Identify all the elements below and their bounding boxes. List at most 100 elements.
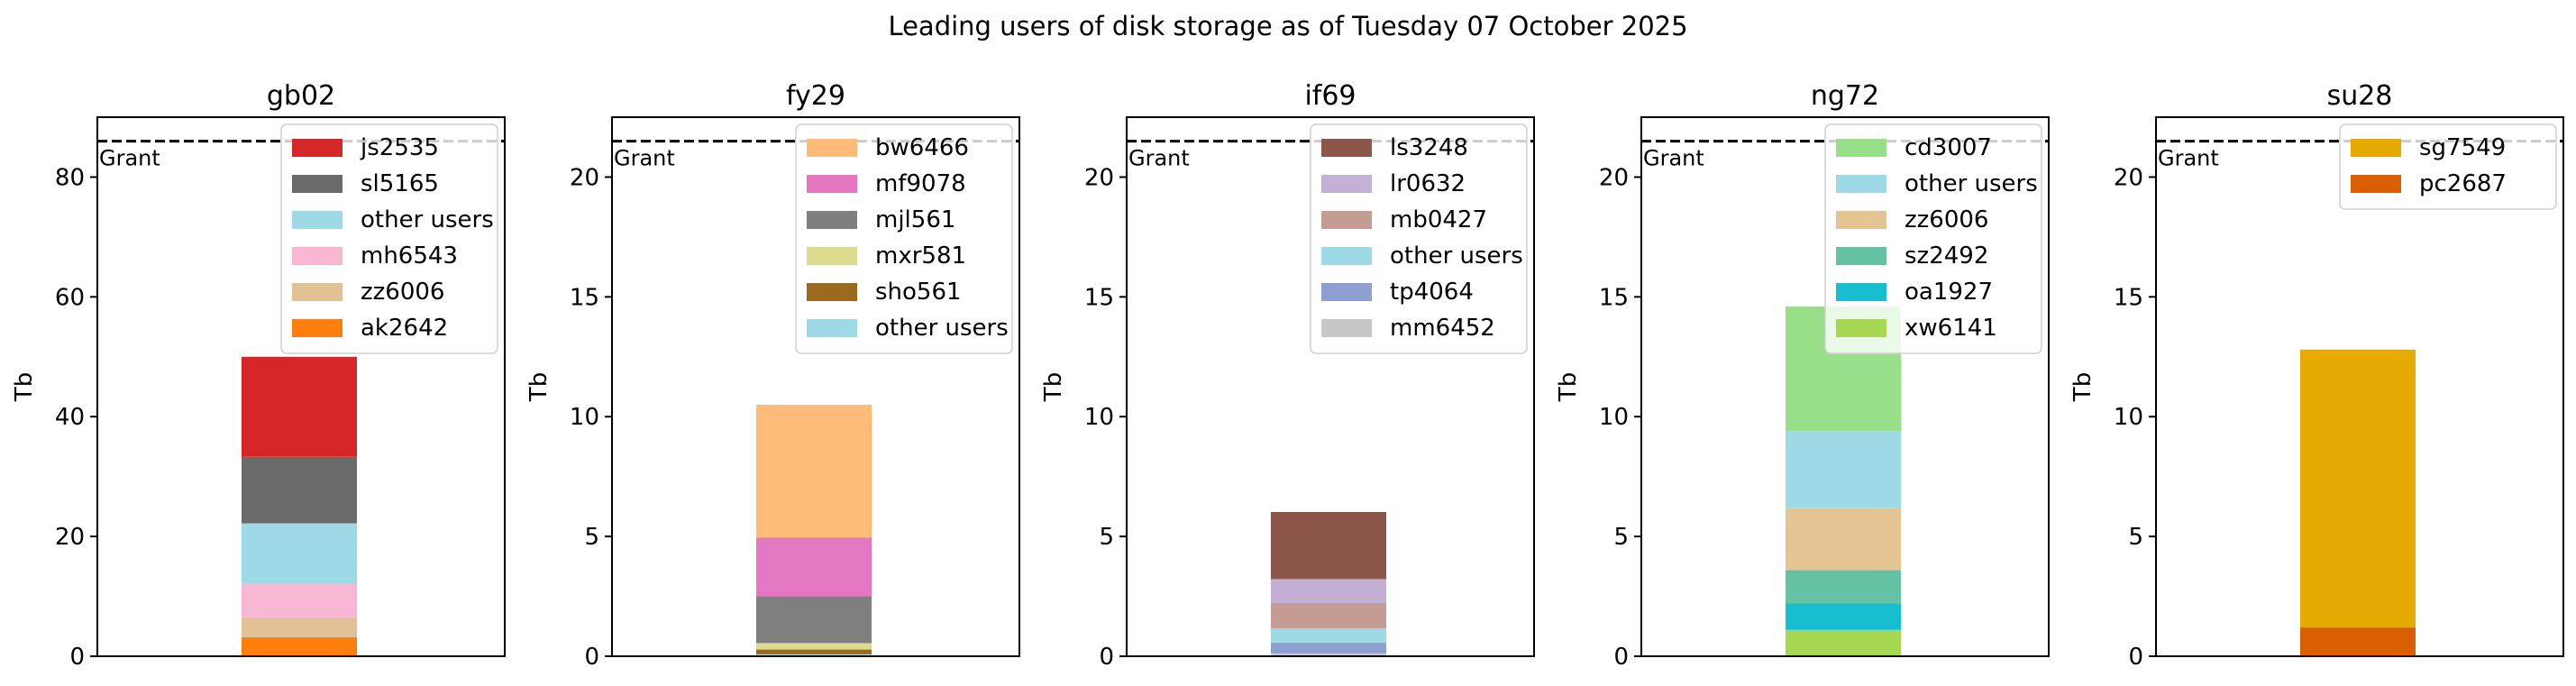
y-tick-label: 15 [570, 284, 599, 311]
legend-label-bw6466: bw6466 [875, 134, 969, 161]
legend-swatch-sl5165 [292, 175, 343, 193]
legend-swatch-lr0632 [1321, 175, 1372, 193]
grant-label: Grant [99, 146, 160, 171]
legend-label-sz2492: sz2492 [1905, 242, 1988, 270]
grant-label: Grant [2158, 146, 2219, 171]
bar-segment-xw6141 [1786, 629, 1901, 656]
legend-label-other-users: other users [1905, 170, 2038, 197]
subplot-title: su28 [2327, 80, 2393, 112]
legend-swatch-sg7549 [2351, 139, 2401, 157]
y-tick-label: 5 [2128, 524, 2143, 551]
legend-swatch-ls3248 [1321, 139, 1372, 157]
subplot-title: fy29 [786, 80, 845, 112]
y-tick-label: 20 [55, 524, 85, 551]
y-tick-label: 10 [1084, 404, 1114, 431]
legend-label-ls3248: ls3248 [1390, 134, 1468, 161]
y-tick-label: 10 [570, 404, 599, 431]
y-tick-label: 5 [1099, 524, 1114, 551]
y-axis-label: Tb [11, 372, 38, 402]
bar-segment-bw6466 [756, 404, 872, 538]
legend-label-mh6543: mh6543 [361, 242, 458, 270]
y-tick-label: 20 [570, 164, 599, 191]
y-tick-label: 15 [1084, 284, 1114, 311]
legend-label-ak2642: ak2642 [361, 315, 448, 342]
legend-swatch-cd3007 [1836, 139, 1886, 157]
bar-segment-mjl561 [756, 596, 872, 644]
legend-swatch-js2535 [292, 139, 343, 157]
figure-title: Leading users of disk storage as of Tues… [888, 11, 1688, 41]
bar-segment-mb0427 [1271, 602, 1386, 628]
grant-label: Grant [1128, 146, 1190, 171]
legend-label-zz6006: zz6006 [361, 279, 444, 306]
legend-swatch-oa1927 [1836, 283, 1886, 301]
y-tick-label: 40 [55, 404, 85, 431]
subplot-title: if69 [1304, 80, 1356, 112]
bar-segment-other-users [756, 654, 872, 656]
y-tick-label: 60 [55, 284, 85, 311]
y-tick-label: 10 [2114, 404, 2143, 431]
y-axis-label: Tb [2069, 372, 2096, 402]
y-tick-label: 5 [1613, 524, 1629, 551]
legend-label-zz6006: zz6006 [1905, 206, 1988, 233]
subplot-gb02: Grant 0 20 40 60 80 gb02 Tb js2535 sl5165 other us… [11, 80, 506, 671]
legend-swatch-other-users [1321, 247, 1372, 265]
bar-segment-sl5165 [242, 456, 357, 524]
legend-swatch-other-users [807, 319, 857, 337]
y-tick-label: 0 [1099, 644, 1114, 671]
legend-swatch-xw6141 [1836, 319, 1886, 337]
legend: sg7549 pc2687 [2339, 123, 2557, 210]
legend-label-cd3007: cd3007 [1905, 134, 1992, 161]
bar-segment-lr0632 [1271, 579, 1386, 603]
legend-label-tp4064: tp4064 [1390, 279, 1474, 306]
y-tick-label: 0 [69, 644, 85, 671]
bar-segment-mm6452 [1271, 653, 1386, 656]
legend-label-mf9078: mf9078 [875, 170, 966, 197]
subplot-ng72: Grant 0 5 10 15 20 ng72 Tb cd3007 other users zz60… [1555, 80, 2050, 671]
y-axis-label: Tb [525, 372, 553, 402]
y-tick-label: 0 [1613, 644, 1629, 671]
legend: bw6466 mf9078 mjl561 mxr581 sho561 other user… [795, 123, 1013, 354]
legend-label-pc2687: pc2687 [2419, 170, 2507, 197]
bar-segment-tp4064 [1271, 642, 1386, 654]
y-tick-label: 20 [1084, 164, 1114, 191]
legend-label-other-users: other users [875, 315, 1009, 342]
axes-frame [611, 116, 1020, 657]
legend-swatch-mf9078 [807, 175, 857, 193]
bar-segment-ls3248 [1271, 512, 1386, 580]
y-tick-label: 0 [584, 644, 599, 671]
y-tick-label: 10 [1599, 404, 1629, 431]
legend-swatch-sz2492 [1836, 247, 1886, 265]
bar-segment-mxr581 [756, 643, 872, 650]
bar-segment-ak2642 [242, 636, 357, 656]
legend-label-other-users: other users [1390, 242, 1523, 270]
legend-label-js2535: js2535 [360, 134, 439, 161]
y-axis-label: Tb [1040, 372, 1067, 402]
legend-swatch-other-users [292, 211, 343, 229]
legend: ls3248 lr0632 mb0427 other users tp4064 mm645… [1310, 123, 1528, 354]
legend-label-mb0427: mb0427 [1390, 206, 1487, 233]
y-tick-label: 80 [55, 164, 85, 191]
legend-swatch-zz6006 [1836, 211, 1886, 229]
y-tick-label: 15 [2114, 284, 2143, 311]
bar-segment-js2535 [242, 356, 357, 457]
bar-segment-other-users [1271, 627, 1386, 643]
legend-label-sho561: sho561 [875, 279, 962, 306]
legend-label-mjl561: mjl561 [875, 206, 955, 233]
legend-label-mm6452: mm6452 [1390, 315, 1495, 342]
legend-swatch-zz6006 [292, 283, 343, 301]
axes-frame [1640, 116, 2050, 657]
bar-segment-pc2687 [2300, 627, 2416, 656]
subplot-title: gb02 [267, 80, 335, 112]
y-tick-label: 20 [2114, 164, 2143, 191]
legend-swatch-bw6466 [807, 139, 857, 157]
grant-label: Grant [614, 146, 675, 171]
legend-label-sg7549: sg7549 [2419, 134, 2506, 161]
axes-frame [96, 116, 506, 657]
legend-swatch-tp4064 [1321, 283, 1372, 301]
legend-swatch-mjl561 [807, 211, 857, 229]
legend-swatch-ak2642 [292, 319, 343, 337]
bar-segment-mf9078 [756, 537, 872, 597]
bar-segment-mh6543 [242, 582, 357, 617]
bar-segment-zz6006 [1786, 508, 1901, 571]
